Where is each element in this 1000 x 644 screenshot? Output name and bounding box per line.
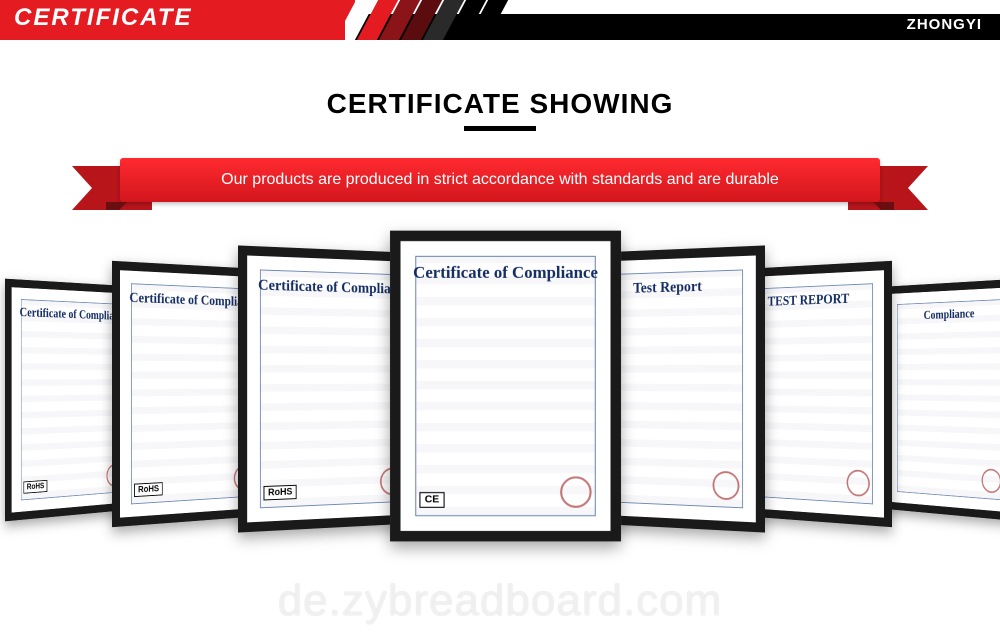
stamp-icon xyxy=(982,468,1000,493)
certificate-mark: CE xyxy=(419,492,444,508)
certificate-fan: Certificate of ComplianceRoHSCertificate… xyxy=(0,238,1000,578)
ribbon-fold-right xyxy=(860,202,894,210)
topbar-label: CERTIFICATE xyxy=(14,4,192,32)
certificate-card: Certificate of Compliance CE xyxy=(390,231,621,542)
certificate-card: Compliance xyxy=(883,279,1000,522)
ribbon-fold-left xyxy=(106,202,140,210)
topbar-slashes xyxy=(345,0,515,40)
certificate-mark: RoHS xyxy=(24,480,48,494)
section-title: CERTIFICATE SHOWING xyxy=(0,88,1000,120)
certificate-title: Certificate of Compliance xyxy=(401,264,611,283)
certificate-mark: RoHS xyxy=(264,485,297,501)
watermark: de.zybreadboard.com xyxy=(0,576,1000,626)
ribbon-body: Our products are produced in strict acco… xyxy=(120,158,880,202)
stamp-icon xyxy=(713,471,740,501)
ribbon-text: Our products are produced in strict acco… xyxy=(221,171,779,189)
stamp-icon xyxy=(847,469,870,497)
brand-name: ZHONGYI xyxy=(907,16,982,33)
stamp-icon xyxy=(560,476,592,508)
topbar: CERTIFICATE ZHONGYI xyxy=(0,0,1000,48)
certificate-mark: RoHS xyxy=(134,482,163,497)
ribbon: Our products are produced in strict acco… xyxy=(120,158,880,202)
title-underline xyxy=(464,126,536,131)
